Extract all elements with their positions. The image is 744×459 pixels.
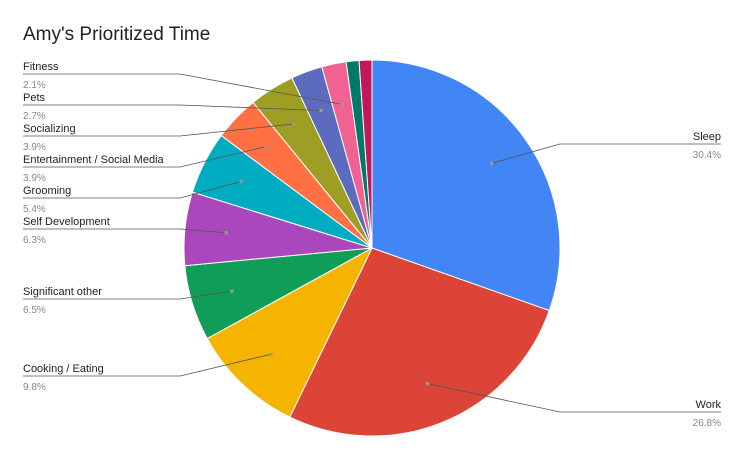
slice-value-label: 6.3% [23,235,46,246]
slice-label: Socializing [23,123,76,135]
slice-label: Entertainment / Social Media [23,154,165,166]
leader-dot [269,352,273,357]
slice-value-label: 9.8% [23,382,46,393]
pie-slice [371,59,561,312]
leader-line [23,104,322,111]
slice-label: Self Development [23,216,110,228]
slice-label: Work [696,399,722,411]
slice-label: Fitness [23,61,59,73]
slice-label: Sleep [693,131,721,143]
leader-dot [425,381,430,386]
leader-line [23,123,294,137]
leader-dot [489,161,494,166]
slice-label: Pets [23,92,46,104]
chart-title: Amy's Prioritized Time [23,24,210,45]
slice-value-label: 3.9% [23,142,46,153]
slice-value-label: 6.5% [23,305,46,316]
slice-value-label: 3.9% [23,173,46,184]
leader-line [23,290,232,300]
pie-slice [206,246,374,418]
leader-dot [340,102,345,107]
leader-dot [264,144,268,149]
leader-line [23,353,272,377]
leader-line [23,228,227,234]
leader-line [23,181,242,199]
slice-value-label: 30.4% [693,150,721,161]
slice-value-label: 26.8% [693,418,721,429]
leader-line [23,146,267,168]
slice-label: Grooming [23,185,71,197]
slice-value-label: 2.1% [23,80,46,91]
pie-slice [358,59,373,249]
leader-dot [224,231,228,235]
slice-label: Cooking / Eating [23,363,104,375]
pie-slice [289,247,550,437]
leader-dot [230,289,234,293]
leader-dot [292,122,296,126]
leader-line [491,143,721,164]
slice-value-label: 5.4% [23,204,46,215]
leader-line [427,383,721,413]
slice-label: Significant other [23,286,102,298]
leader-dot [319,108,323,113]
leader-dot [239,179,244,184]
leader-line [23,73,343,105]
slice-value-label: 2.7% [23,111,46,122]
